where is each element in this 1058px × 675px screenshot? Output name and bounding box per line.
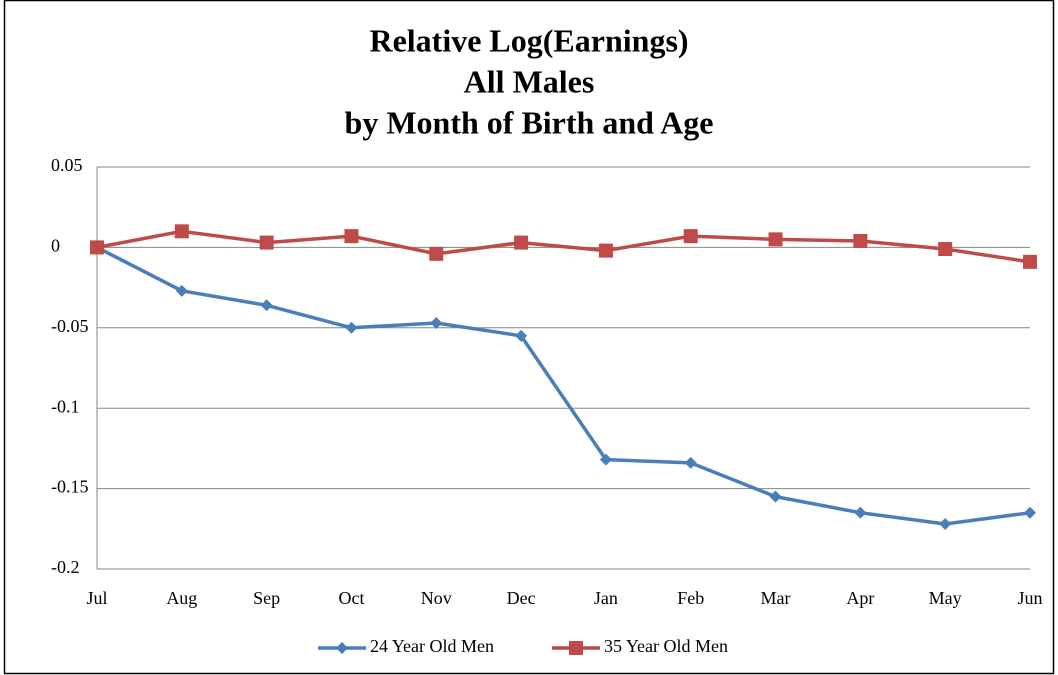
data-point [598,243,613,258]
chart-title: All Males [464,63,595,99]
data-point [259,235,274,250]
x-tick-label: Aug [166,588,197,608]
x-tick-label: Jul [86,588,107,608]
series-line [96,229,1031,264]
data-point [514,235,529,250]
y-tick-label: -0.05 [51,316,89,336]
chart-title: Relative Log(Earnings) [369,22,688,58]
x-tick-label: Nov [421,588,452,608]
x-tick-label: Jun [1017,588,1042,608]
series-line [96,245,1031,526]
chart-frame [3,0,1055,675]
data-point [430,316,443,329]
data-point [344,229,359,244]
data-point [174,224,189,239]
data-point [515,329,528,342]
data-point [683,229,698,244]
data-point [90,240,104,255]
data-point [1023,254,1037,269]
data-point [769,490,782,503]
data-point [1024,506,1036,519]
data-point [853,233,868,248]
x-tick-label: Oct [338,588,364,608]
legend-marker [569,641,583,655]
chart-title: by Month of Birth and Age [345,104,714,140]
legend-label: 24 Year Old Men [370,636,494,656]
data-point [854,506,867,519]
x-tick-label: Jan [594,588,618,608]
data-point [175,284,188,297]
y-tick-label: 0.05 [51,155,83,175]
y-tick-label: -0.2 [51,557,80,577]
data-point [768,232,783,247]
x-tick-label: Feb [677,588,704,608]
data-point [684,456,697,469]
y-tick-label: -0.15 [51,477,89,497]
x-tick-label: May [929,588,962,608]
x-tick-label: Apr [846,588,874,608]
data-point [260,299,273,312]
data-point [938,242,953,257]
data-point [599,453,612,466]
legend-label: 35 Year Old Men [604,636,728,656]
legend-marker [336,642,348,654]
x-tick-label: Mar [761,588,791,608]
data-point [429,246,444,261]
x-tick-label: Dec [507,588,536,608]
x-tick-label: Sep [253,588,280,608]
y-tick-label: -0.1 [51,396,80,416]
data-point [939,517,952,530]
y-tick-label: 0 [51,236,60,256]
data-point [345,321,358,334]
